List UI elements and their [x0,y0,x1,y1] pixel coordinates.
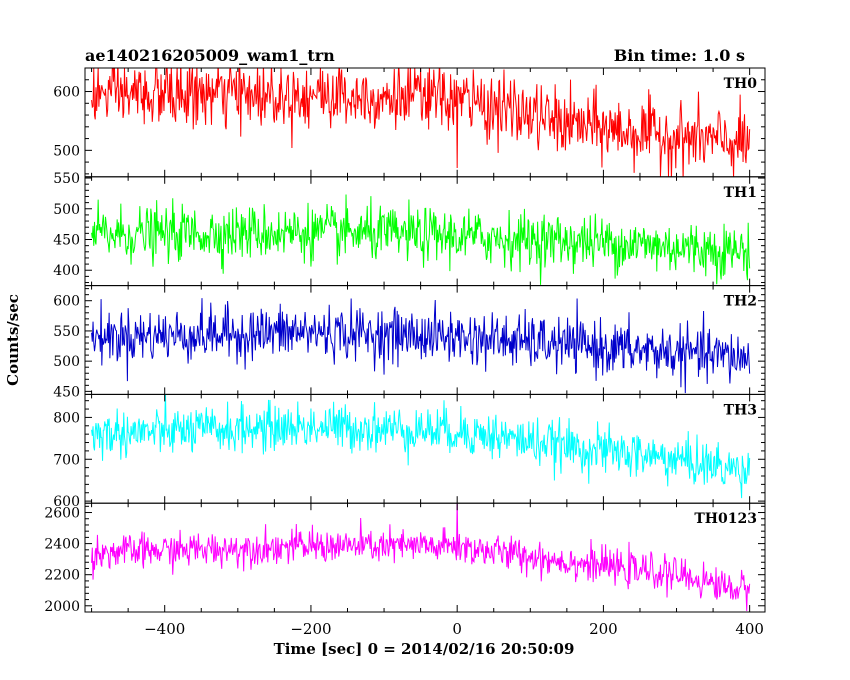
x-tick-label: −400 [144,620,185,638]
panel-label-th3: TH3 [724,402,757,418]
y-tick-label: 500 [53,143,80,159]
panel-th1: 400 450 500 550 TH1 [53,171,766,287]
y-tick-label: 500 [53,202,80,218]
y-tick-label: 500 [53,354,80,370]
series-line-th2 [91,298,751,394]
panel-frame [84,176,766,287]
panel-th0123: 2000 2200 2400 2600 TH0123 [44,502,766,615]
y-tick-label: 400 [53,263,80,279]
panel-th3: 600 700 800 TH3 [53,393,766,510]
panel-label-th0123: TH0123 [694,511,757,527]
x-tick-label: 200 [589,620,618,638]
panel-frame [84,502,766,613]
panel-th0: 500 600 TH0 [53,67,766,178]
y-tick-label: 800 [53,410,80,426]
x-tick-label: 0 [452,620,462,638]
series-line-th0 [91,68,751,177]
series-line-th3 [91,394,751,499]
y-tick-label: 600 [53,85,80,101]
panels-group: 500 600 TH0 400 450 500 550 TH1 450 500 550 600 TH2 6… [44,67,766,615]
panel-label-th2: TH2 [724,294,757,310]
y-axis-title: Counts/sec [4,294,22,386]
y-tick-label: 600 [53,494,80,510]
chart-title: ae140216205009_wam1_trn [85,46,335,65]
panel-label-th1: TH1 [724,185,757,201]
series-line-th1 [91,194,751,285]
y-tick-label: 700 [53,452,80,468]
y-tick-label: 550 [53,171,80,187]
y-tick-label: 2000 [44,599,80,615]
x-tick-label: 400 [735,620,764,638]
y-tick-label: 450 [53,384,80,400]
x-axis: −400 −200 0 200 400 [144,620,764,638]
y-tick-label: 2200 [44,568,80,584]
series-line-th0123 [91,503,751,611]
y-tick-label: 600 [53,294,80,310]
panel-th2: 450 500 550 600 TH2 [53,285,766,400]
panel-label-th0: TH0 [724,76,758,92]
x-axis-title: Time [sec] 0 = 2014/02/16 20:50:09 [274,640,575,658]
bin-time-label: Bin time: 1.0 s [614,46,745,65]
x-tick-label: −200 [290,620,331,638]
y-tick-label: 2600 [44,506,80,522]
y-tick-label: 450 [53,232,80,248]
y-tick-label: 550 [53,324,80,340]
y-tick-label: 2400 [44,537,80,553]
